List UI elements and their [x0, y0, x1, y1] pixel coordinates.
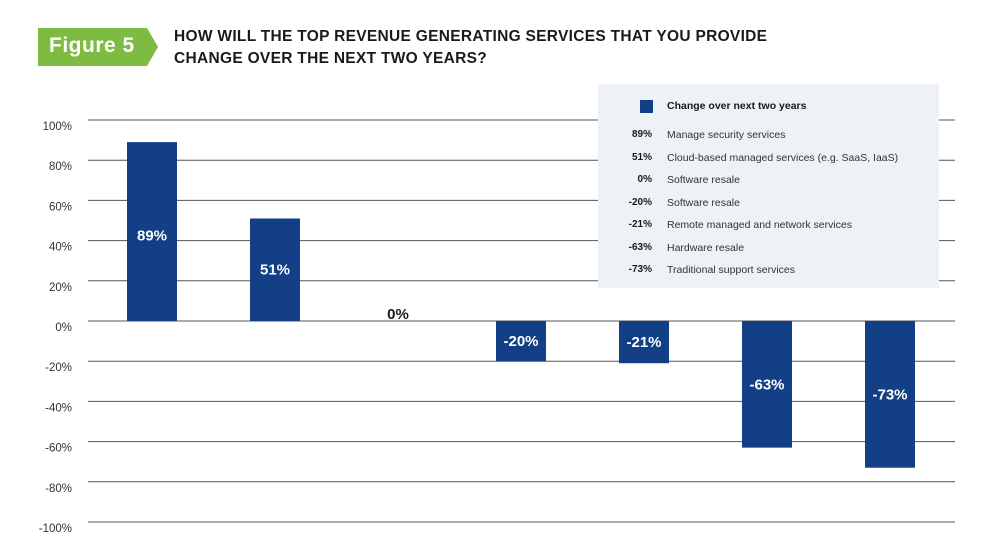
legend-item-label: Software resale — [667, 196, 740, 209]
legend-item-label: Manage security services — [667, 129, 786, 141]
bar-value-label: 89% — [137, 227, 167, 244]
y-tick-label: -20% — [45, 362, 72, 374]
legend: Change over next two years 89% Manage sec… — [598, 84, 939, 288]
legend-item: -21% Remote managed and network services — [598, 219, 939, 233]
legend-item-value: 89% — [631, 129, 652, 140]
y-tick-label: -40% — [45, 402, 72, 414]
y-tick-label: 20% — [49, 282, 72, 294]
y-tick-label: -80% — [45, 483, 72, 495]
y-tick-label: -100% — [39, 523, 72, 535]
legend-item-value: -20% — [628, 196, 652, 208]
y-tick-label: 0% — [55, 322, 72, 334]
bar-value-label: 51% — [260, 262, 290, 279]
bar — [742, 321, 792, 448]
y-tick-label: -60% — [45, 443, 72, 455]
legend-item-value: 0% — [637, 174, 652, 185]
legend-item-value: -63% — [628, 241, 652, 253]
figure-label: Figure 5 — [49, 34, 135, 57]
y-tick-label: 100% — [43, 121, 72, 133]
y-tick-label: 80% — [49, 161, 72, 173]
legend-item-label: Remote managed and network services — [667, 219, 853, 231]
bar — [127, 142, 177, 321]
legend-item: -20% Software resale — [598, 197, 939, 211]
legend-item-value: -73% — [628, 264, 652, 275]
bar — [865, 321, 915, 468]
legend-item-label: Cloud-based managed services (e.g. SaaS,… — [667, 151, 899, 164]
y-tick-label: 60% — [49, 201, 72, 213]
bar-value-label: -21% — [626, 334, 661, 351]
legend-item: -63% Hardware resale — [598, 242, 939, 256]
chart-title-line-2: CHANGE OVER THE NEXT TWO YEARS? — [174, 50, 488, 67]
bar-value-label: -63% — [749, 376, 784, 393]
legend-item: -73% Traditional support services — [598, 264, 939, 278]
legend-item-value: 51% — [631, 151, 652, 163]
legend-series-name: Change over next two years — [667, 100, 807, 112]
legend-item-label: Software resale — [667, 174, 740, 186]
bar — [496, 321, 546, 362]
chart-title: HOW WILL THE TOP REVENUE GENERATING SERV… — [174, 26, 874, 70]
bar-value-label: -73% — [872, 386, 907, 403]
legend-swatch — [640, 100, 653, 113]
bar-value-label: -20% — [503, 333, 538, 350]
legend-item: 51% Cloud-based managed services (e.g. Sa… — [598, 152, 939, 166]
legend-item-value: -21% — [628, 219, 652, 230]
bar-value-label: 0% — [387, 306, 409, 323]
figure-badge-shape — [38, 28, 158, 66]
bar — [619, 321, 669, 364]
legend-item-label: Traditional support services — [667, 264, 795, 276]
legend-item-label: Hardware resale — [667, 241, 745, 254]
bar — [250, 218, 300, 321]
chart-title-line-1: HOW WILL THE TOP REVENUE GENERATING SERV… — [174, 28, 768, 45]
figure-badge: Figure 5 — [38, 28, 158, 66]
legend-item: 89% Manage security services — [598, 129, 939, 143]
legend-item: 0% Software resale — [598, 174, 939, 188]
y-tick-label: 40% — [49, 242, 72, 254]
